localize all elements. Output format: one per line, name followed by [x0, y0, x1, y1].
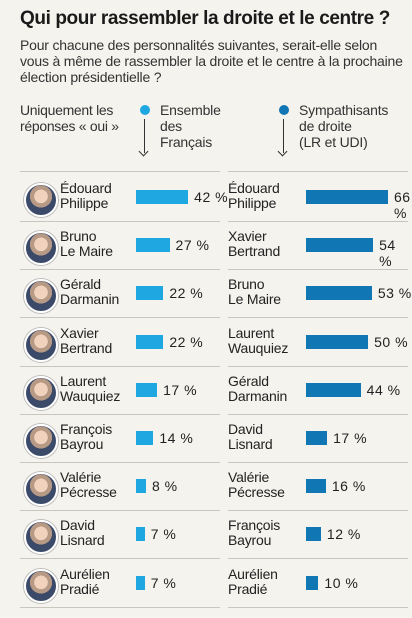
- sympathisants-name-label: François Bayrou: [228, 517, 281, 549]
- row-divider: [20, 269, 220, 271]
- column-head-ensemble-label: Ensemble des Français: [160, 102, 221, 150]
- ensemble-value-label: 8 %: [151, 478, 178, 495]
- row-divider: [228, 413, 408, 415]
- down-arrow-icon: [283, 119, 284, 153]
- sympathisants-value-label: 10 %: [324, 574, 359, 591]
- ensemble-bar: [136, 382, 158, 397]
- row-divider: [228, 558, 408, 560]
- row-divider: [20, 171, 220, 172]
- ensemble-bar: [136, 334, 164, 349]
- sympathisants-value-label: 16 %: [331, 478, 366, 495]
- sympathisants-bar: [306, 382, 361, 397]
- ensemble-name-label: Gérald Darmanin: [60, 276, 120, 308]
- row-divider: [20, 606, 220, 608]
- ensemble-dot: [140, 105, 150, 115]
- sympathisants-value-label: 50 %: [374, 333, 409, 350]
- ensemble-bar: [136, 238, 170, 253]
- ensemble-name-label: Xavier Bertrand: [60, 324, 113, 356]
- sympathisants-name-label: Valérie Pécresse: [228, 469, 285, 501]
- ensemble-bar: [136, 479, 146, 494]
- sympathisants-bar: [306, 479, 326, 494]
- row-divider: [20, 510, 220, 512]
- sympathisants-value-label: 12 %: [326, 526, 361, 543]
- row-divider: [20, 462, 220, 463]
- sympathisants-dot: [279, 105, 289, 115]
- sympathisants-value-label: 53 %: [377, 285, 412, 302]
- avatar: [24, 520, 58, 555]
- row-divider: [228, 510, 408, 512]
- avatar: [24, 327, 58, 362]
- ensemble-name-label: David Lisnard: [60, 517, 105, 549]
- row-divider: [228, 171, 408, 172]
- row-divider: [228, 462, 408, 463]
- sympathisants-name-label: Édouard Philippe: [228, 180, 280, 211]
- ensemble-bar: [136, 190, 189, 204]
- sympathisants-bar: [306, 334, 369, 349]
- row-divider: [20, 558, 220, 560]
- column-head-sympathisants-label: Sympathisants de droite (LR et UDI): [299, 102, 389, 150]
- sympathisants-value-label: 54 %: [379, 237, 396, 270]
- sympathisants-name-label: David Lisnard: [228, 421, 273, 452]
- ensemble-value-label: 22 %: [169, 333, 204, 350]
- avatar: [24, 472, 58, 507]
- arrowhead-icon: [138, 146, 149, 157]
- row-divider: [228, 221, 408, 222]
- sympathisants-value-label: 17 %: [333, 430, 368, 446]
- arrowhead-icon: [277, 146, 288, 157]
- note: Uniquement les réponses « oui »: [20, 102, 119, 134]
- ensemble-bar: [136, 286, 164, 301]
- down-arrow-icon: [144, 119, 145, 153]
- ensemble-name-label: Laurent Wauquiez: [60, 372, 121, 404]
- ensemble-name-label: François Bayrou: [60, 421, 113, 452]
- sympathisants-bar: [306, 286, 372, 301]
- avatar: [24, 424, 58, 458]
- ensemble-value-label: 7 %: [150, 526, 177, 543]
- sympathisants-name-label: Aurélien Pradié: [228, 565, 278, 597]
- sympathisants-bar: [306, 431, 328, 445]
- sympathisants-value-label: 44 %: [366, 381, 401, 398]
- avatar: [24, 375, 58, 410]
- avatar: [24, 231, 58, 266]
- ensemble-name-label: Aurélien Pradié: [60, 565, 110, 597]
- ensemble-bar: [136, 575, 145, 590]
- sympathisants-bar: [306, 575, 319, 590]
- sympathisants-bar: [306, 527, 321, 542]
- sympathisants-name-label: Gérald Darmanin: [228, 372, 288, 404]
- avatar: [24, 279, 58, 314]
- row-divider: [20, 413, 220, 415]
- ensemble-bar: [136, 527, 145, 542]
- avatar: [24, 568, 58, 603]
- row-divider: [228, 317, 408, 319]
- sympathisants-name-label: Bruno Le Maire: [228, 276, 281, 308]
- row-divider: [20, 221, 220, 222]
- subtitle: Pour chacune des personnalités suivantes…: [20, 37, 403, 85]
- row-divider: [228, 269, 408, 271]
- sympathisants-bar: [306, 190, 388, 204]
- ensemble-value-label: 7 %: [150, 574, 177, 591]
- page-title: Qui pour rassembler la droite et le cent…: [20, 8, 390, 29]
- ensemble-value-label: 42 %: [194, 189, 229, 205]
- avatar: [24, 183, 58, 217]
- sympathisants-name-label: Xavier Bertrand: [228, 228, 281, 260]
- ensemble-value-label: 27 %: [175, 237, 210, 254]
- ensemble-name-label: Bruno Le Maire: [60, 228, 113, 260]
- sympathisants-name-label: Laurent Wauquiez: [228, 324, 289, 356]
- ensemble-bar: [136, 431, 154, 445]
- ensemble-value-label: 22 %: [169, 285, 204, 302]
- row-divider: [228, 365, 408, 367]
- row-divider: [20, 365, 220, 367]
- row-divider: [228, 606, 408, 608]
- ensemble-value-label: 17 %: [163, 381, 198, 398]
- sympathisants-value-label: 66 %: [394, 189, 411, 221]
- ensemble-value-label: 14 %: [159, 430, 194, 446]
- ensemble-name-label: Valérie Pécresse: [60, 469, 117, 501]
- row-divider: [20, 317, 220, 319]
- ensemble-name-label: Édouard Philippe: [60, 180, 112, 211]
- sympathisants-bar: [306, 238, 374, 253]
